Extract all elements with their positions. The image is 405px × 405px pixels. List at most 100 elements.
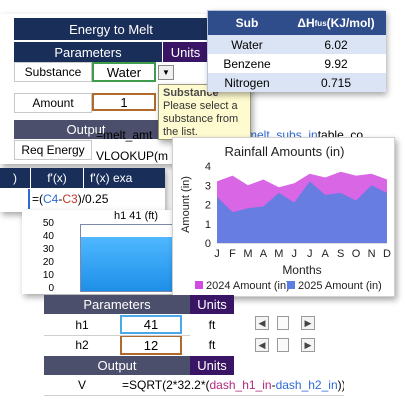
x-tick-label: A [260,248,268,260]
y-tick-label: 4 [205,161,211,173]
substance-select[interactable]: Water [92,62,156,82]
energy-units-header: Units [163,42,208,62]
x-tick-label: J [214,248,220,260]
tank-tick-label: 50 [42,218,54,229]
substance-dh-value: 0.715 [320,75,352,90]
substance-dh-value: 6.02 [324,37,348,52]
x-tick-label: J [307,248,313,260]
fx-panel: ) f'(x) f'(x) exa =(C4- C3)/0.25 [0,168,165,212]
tank-tick-label: 20 [42,257,54,268]
y-tick-label: 1 [205,219,211,231]
dropdown-arrow-button[interactable]: ▼ [158,65,174,80]
h1-scroll-left-button[interactable]: ◀ [255,316,269,330]
h1-input[interactable]: 41 [120,315,182,334]
dh-col-header: ΔH fus (KJ/mol) [297,16,375,30]
arrow-right-icon: ▶ [304,317,312,328]
tank-container [80,224,186,292]
tank-label: h1 41 (ft) [114,210,159,222]
tank-tick-label: 30 [42,244,54,255]
h2-scroll-thumb[interactable] [277,338,289,352]
substance-name: Nitrogen [224,75,270,90]
x-tick-label: M [274,248,283,260]
h2-scroll-right-button[interactable]: ▶ [301,338,315,352]
table-row: Nitrogen 0.715 [208,73,386,92]
dash-units-header: Units [190,295,234,314]
formula-part-start: =melt_amt [96,128,153,142]
y-tick-label: 2 [205,200,211,212]
arrow-left-icon: ◀ [258,317,266,328]
v-ref-h1: dash_h1_in [209,378,272,392]
substance-table-body: Water 6.02 Benzene 9.92 Nitrogen 0.715 [208,35,386,92]
amount-input[interactable]: 1 [92,93,156,111]
tooltip-body: Please select a substance from the list. [163,100,239,138]
substance-value: Water [106,64,142,80]
tank-water-fill [81,236,185,291]
substance-dh-value: 9.92 [324,56,348,71]
dash-output-header: Output [44,356,190,375]
substance-table: Sub ΔH fus (KJ/mol) Water 6.02 Benzene 9.92 N… [207,10,386,92]
series-area-2 [217,181,387,243]
dash-grid-line [44,335,190,336]
h2-unit: ft [208,338,216,352]
tank-axis: 50 40 30 20 10 0 [22,218,58,294]
h1-scrollbar[interactable]: ◀ ▶ [255,316,315,330]
y-tick-label: 3 [205,180,211,192]
h1-scroll-thumb[interactable] [277,316,289,330]
amount-label: Amount [14,93,92,113]
y-tick-label: 0 [205,238,211,250]
tooltip-title: Substance [163,87,219,99]
req-energy-formula[interactable]: =melt_amt [96,126,405,144]
energy-output-header: Output [14,120,158,139]
substance-tooltip: Substance Please select a substance from… [158,84,251,140]
x-tick-label: O [352,248,361,260]
fx-row-left-cell [0,189,30,209]
energy-title: Energy to Melt [14,18,208,40]
h1-label: h1 [75,317,89,332]
h2-scroll-left-button[interactable]: ◀ [255,338,269,352]
x-tick-label: J [292,248,298,260]
x-tick-label: S [337,248,344,260]
tank-tick-label: 40 [42,231,54,242]
legend-label-2: 2025 Amount (in) [298,280,382,292]
arrow-left-icon: ◀ [258,339,266,350]
dash-panel: Parameters Units h1 41 ft h2 12 ft Outpu… [44,295,344,395]
x-tick-label: D [383,248,391,260]
legend-label-1: 2024 Amount (in) [206,280,290,292]
fx-col-header: f'(x) [31,168,83,188]
chevron-down-icon: ▼ [162,68,170,77]
dash-output-units: Units [190,356,234,375]
legend-swatch-1 [195,281,203,289]
v-ref-h2: dash_h2_in [275,378,338,392]
vlookup-text: VLOOKUP(m [96,149,169,163]
x-axis-label: Months [282,263,321,277]
fx-formula-cell[interactable]: =(C4- C3)/0.25 [32,192,109,206]
dash-params-header: Parameters [44,295,190,314]
h2-input[interactable]: 12 [120,335,182,355]
h2-scrollbar[interactable]: ◀ ▶ [255,338,315,352]
req-energy-label: Req Energy [14,140,92,160]
legend-swatch-2 [287,281,295,289]
energy-params-header: Parameters [14,42,162,62]
arrow-right-icon: ▶ [304,339,312,350]
y-axis-label: Amount (in) [180,176,192,233]
table-row: Benzene 9.92 [208,54,386,73]
tank-panel: h1 41 (ft) 50 40 30 20 10 0 [22,210,190,294]
fx-exact-col-header: f'(x) exa [84,168,165,188]
h1-unit: ft [208,317,216,332]
substance-label: Substance [14,62,92,82]
x-tick-label: A [322,248,330,260]
fx-ref-c4: C4 [43,192,59,206]
x-tick-label: M [243,248,252,260]
substance-table-header: Sub ΔH fus (KJ/mol) [208,11,386,35]
dash-grid-line [44,395,344,396]
sub-col-header: Sub [235,16,259,30]
tank-tick-label: 0 [48,283,54,294]
x-tick-label: N [368,248,376,260]
substance-name: Water [231,37,263,52]
fx-col-partial: ) [0,168,30,188]
v-formula[interactable]: =SQRT(2*32.2*(dash_h1_in-dash_h2_in)) [122,378,344,392]
substance-name: Benzene [223,56,271,71]
h1-scroll-right-button[interactable]: ▶ [301,316,315,330]
v-label: V [77,378,86,392]
